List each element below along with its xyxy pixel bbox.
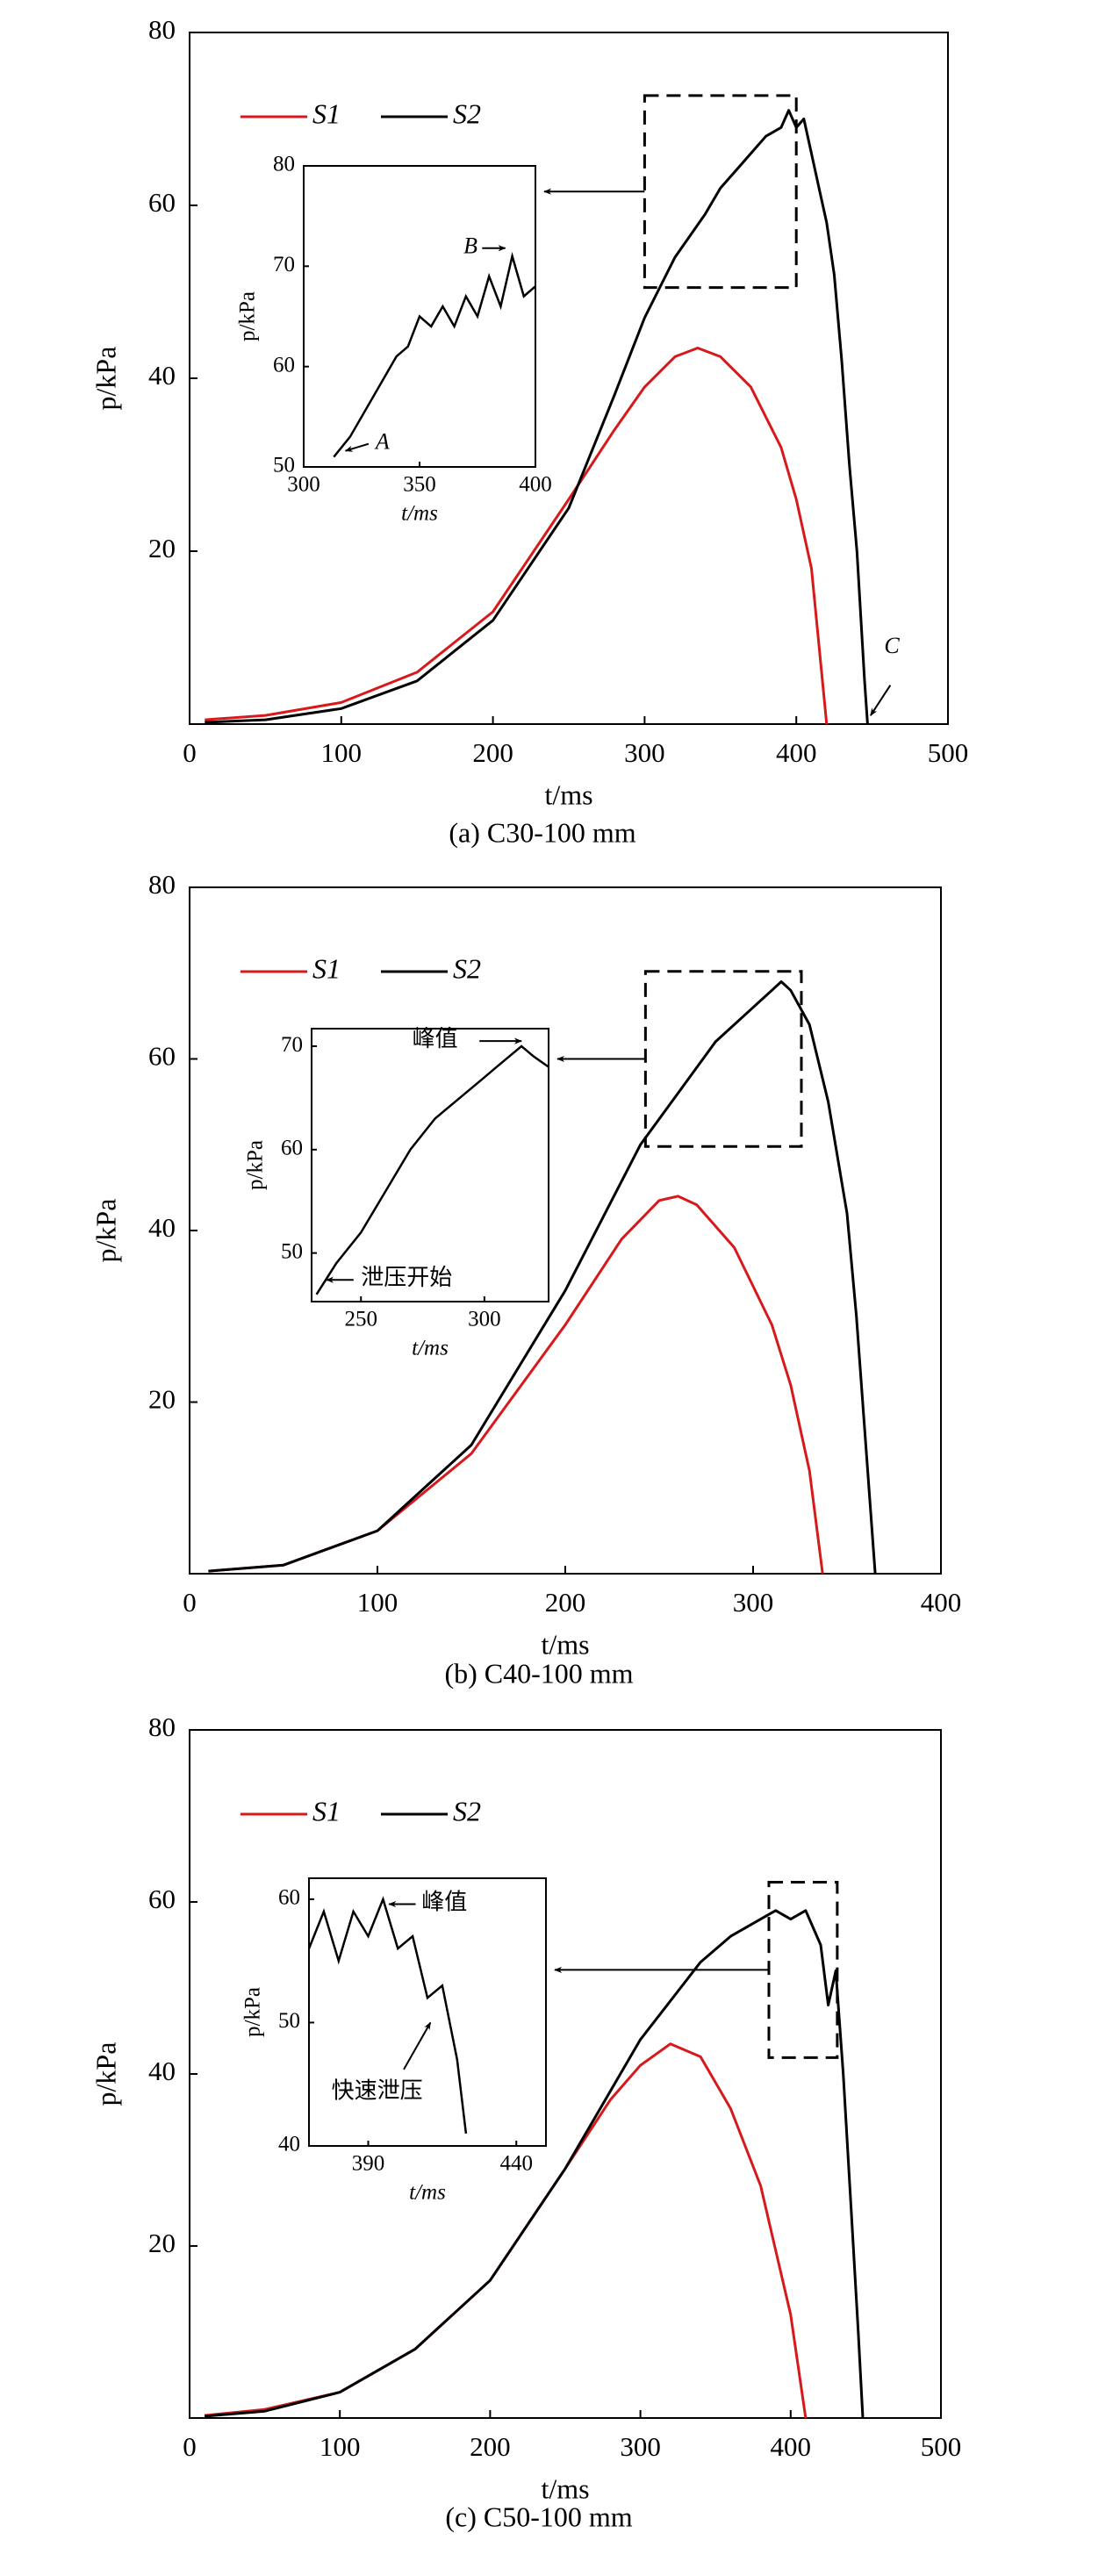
- series-line: [205, 109, 869, 725]
- inset-frame: [311, 1028, 549, 1302]
- inset-x-label: t/ms: [409, 2181, 446, 2205]
- y-axis-label: p/kPa: [90, 347, 121, 411]
- x-tick-label: 400: [921, 1587, 962, 1618]
- x-tick-label: 400: [519, 473, 552, 497]
- x-tick-label: 300: [733, 1587, 774, 1618]
- arrow: [870, 685, 892, 716]
- inset-line: [315, 1044, 549, 1295]
- inset-x-label: t/ms: [412, 1337, 449, 1360]
- legend-label: S2: [453, 1795, 481, 1826]
- x-tick-label: 300: [620, 2431, 661, 2462]
- x-axis-label: t/ms: [541, 1628, 589, 1660]
- plot-frame: [189, 886, 942, 1575]
- y-tick-label: 60: [278, 1886, 300, 1910]
- x-tick-label: 500: [921, 2431, 962, 2462]
- inset-annotation: A: [374, 429, 390, 455]
- inset-annotation: 快速泄压: [332, 2078, 423, 2104]
- legend-label: S1: [312, 1795, 341, 1826]
- y-tick-label: 60: [273, 353, 295, 377]
- x-tick-label: 200: [472, 737, 513, 768]
- inset-y-label: p/kPa: [236, 291, 260, 341]
- inset-x-label: t/ms: [401, 502, 438, 526]
- y-tick-label: 80: [148, 1711, 176, 1742]
- legend-label: S2: [453, 97, 481, 129]
- x-tick-label: 200: [470, 2431, 511, 2462]
- y-tick-label: 60: [148, 187, 176, 218]
- y-tick-label: 70: [281, 1033, 303, 1057]
- y-tick-label: 20: [148, 1384, 176, 1415]
- arrow: [344, 442, 370, 452]
- inset-line: [333, 251, 536, 458]
- caption: (c) C50-100 mm: [445, 2501, 632, 2532]
- x-tick-label: 0: [183, 1587, 197, 1618]
- y-tick-label: 40: [148, 1212, 176, 1243]
- series-line: [205, 347, 829, 725]
- inset-annotation: B: [463, 233, 477, 259]
- y-tick-label: 80: [273, 153, 295, 176]
- zoom-box: [643, 94, 798, 290]
- series-line: [208, 980, 877, 1575]
- y-tick-label: 40: [148, 2056, 176, 2086]
- y-axis-label: p/kPa: [90, 2042, 121, 2106]
- y-tick-label: 50: [281, 1239, 303, 1263]
- legend-label: S2: [453, 952, 481, 984]
- caption: (a) C30-100 mm: [449, 816, 635, 848]
- x-tick-label: 0: [183, 737, 197, 768]
- x-tick-label: 300: [468, 1308, 501, 1331]
- y-tick-label: 20: [148, 533, 176, 563]
- x-tick-label: 200: [545, 1587, 586, 1618]
- x-tick-label: 400: [771, 2431, 812, 2462]
- zoom-box: [643, 970, 803, 1148]
- y-axis-label: p/kPa: [90, 1199, 121, 1263]
- inset-y-label: p/kPa: [241, 1987, 265, 2037]
- x-tick-label: 390: [352, 2152, 385, 2176]
- y-tick-label: 50: [278, 2009, 300, 2033]
- x-tick-label: 100: [357, 1587, 398, 1618]
- inset-bg: [309, 1878, 546, 2146]
- x-tick-label: 0: [183, 2431, 197, 2462]
- annotation: C: [884, 633, 900, 658]
- x-tick-label: 400: [776, 737, 817, 768]
- x-tick-label: 350: [403, 473, 436, 497]
- plot-frame: [189, 1729, 942, 2419]
- arrow: [403, 2021, 432, 2070]
- legend-label: S1: [312, 97, 341, 129]
- y-tick-label: 60: [281, 1137, 303, 1160]
- x-tick-label: 500: [928, 737, 969, 768]
- y-tick-label: 80: [148, 14, 176, 45]
- y-tick-label: 40: [278, 2133, 300, 2156]
- y-tick-label: 60: [148, 1884, 176, 1914]
- x-tick-label: 300: [624, 737, 665, 768]
- caption: (b) C40-100 mm: [444, 1657, 633, 1689]
- y-tick-label: 20: [148, 2228, 176, 2258]
- y-tick-label: 40: [148, 360, 176, 391]
- x-tick-label: 250: [345, 1308, 378, 1331]
- x-axis-label: t/ms: [544, 779, 592, 810]
- inset-annotation: 峰值: [413, 1026, 458, 1051]
- series-line: [204, 1909, 865, 2419]
- inset-frame: [308, 1877, 547, 2147]
- y-tick-label: 50: [273, 454, 295, 477]
- inset-y-label: p/kPa: [244, 1140, 268, 1190]
- x-tick-label: 100: [319, 2431, 361, 2462]
- legend-label: S1: [312, 952, 341, 984]
- x-axis-label: t/ms: [541, 2472, 589, 2504]
- inset-annotation: 泄压开始: [361, 1265, 452, 1290]
- y-tick-label: 80: [148, 869, 176, 900]
- y-tick-label: 60: [148, 1041, 176, 1072]
- inset-bg: [312, 1029, 549, 1302]
- inset-annotation: 峰值: [421, 1889, 467, 1914]
- x-tick-label: 300: [287, 473, 320, 497]
- inset-line: [307, 1896, 468, 2135]
- zoom-box: [767, 1880, 839, 2059]
- y-tick-label: 70: [273, 253, 295, 276]
- x-tick-label: 100: [321, 737, 363, 768]
- x-tick-label: 440: [500, 2152, 534, 2176]
